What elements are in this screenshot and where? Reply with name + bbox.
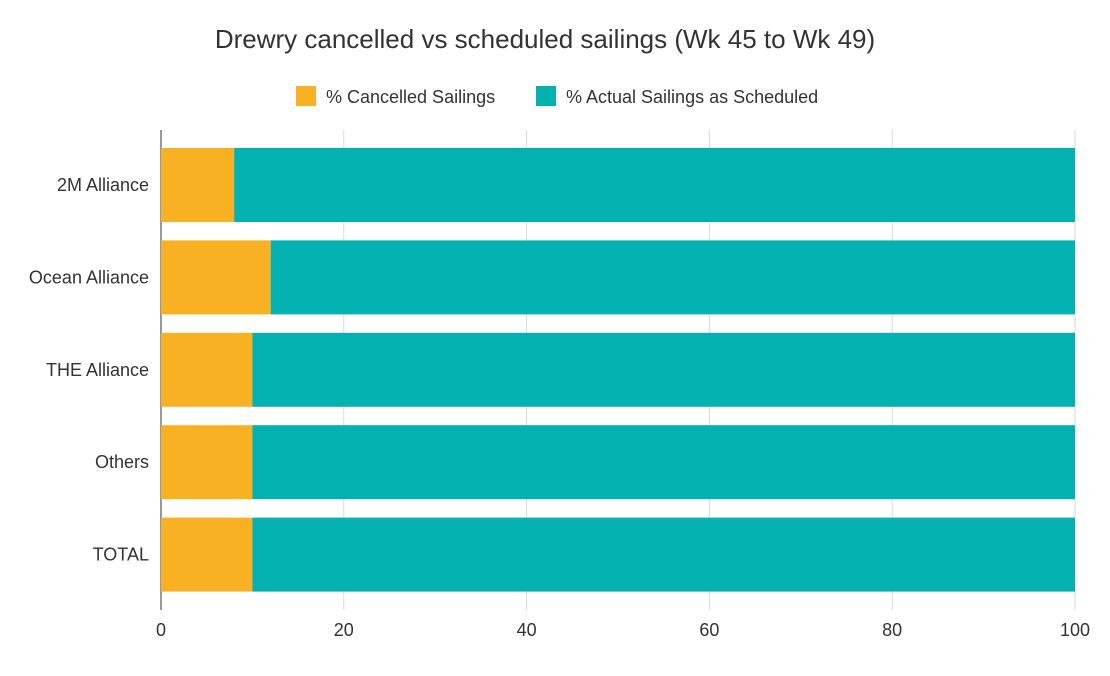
category-label-the-alliance: THE Alliance (46, 360, 149, 380)
bar-total-series-1 (252, 517, 1075, 592)
chart-legend: % Cancelled Sailings % Actual Sailings a… (296, 86, 818, 107)
bar-ocean-alliance-series-1 (270, 240, 1075, 315)
x-tick-label-60: 60 (699, 620, 719, 640)
bar-others-series-0 (161, 425, 253, 500)
x-tick-label-40: 40 (517, 620, 537, 640)
bar-2m-alliance-series-1 (234, 148, 1075, 222)
legend-swatch-actual (536, 86, 556, 106)
x-tick-label-20: 20 (334, 620, 354, 640)
bar-ocean-alliance-series-0 (161, 240, 271, 315)
category-label-others: Others (95, 452, 149, 472)
category-label-ocean-alliance: Ocean Alliance (29, 267, 149, 287)
x-tick-label-0: 0 (156, 620, 166, 640)
bars (161, 148, 1075, 592)
chart-title: Drewry cancelled vs scheduled sailings (… (215, 24, 875, 54)
category-label-2m-alliance: 2M Alliance (57, 175, 149, 195)
x-tick-label-80: 80 (882, 620, 902, 640)
bar-others-series-1 (252, 425, 1075, 500)
x-tick-labels: 0 20 40 60 80 100 (156, 620, 1090, 640)
bar-the-alliance-series-0 (161, 332, 253, 407)
bar-total-series-0 (161, 517, 253, 592)
category-label-total: TOTAL (93, 545, 149, 565)
x-tick-label-100: 100 (1060, 620, 1090, 640)
bar-the-alliance-series-1 (252, 332, 1075, 407)
legend-label-cancelled: % Cancelled Sailings (326, 87, 495, 107)
legend-label-actual: % Actual Sailings as Scheduled (566, 87, 818, 107)
legend-swatch-cancelled (296, 86, 316, 106)
bar-2m-alliance-series-0 (161, 148, 235, 222)
category-labels: 2M Alliance Ocean Alliance THE Alliance Oth… (29, 175, 149, 565)
